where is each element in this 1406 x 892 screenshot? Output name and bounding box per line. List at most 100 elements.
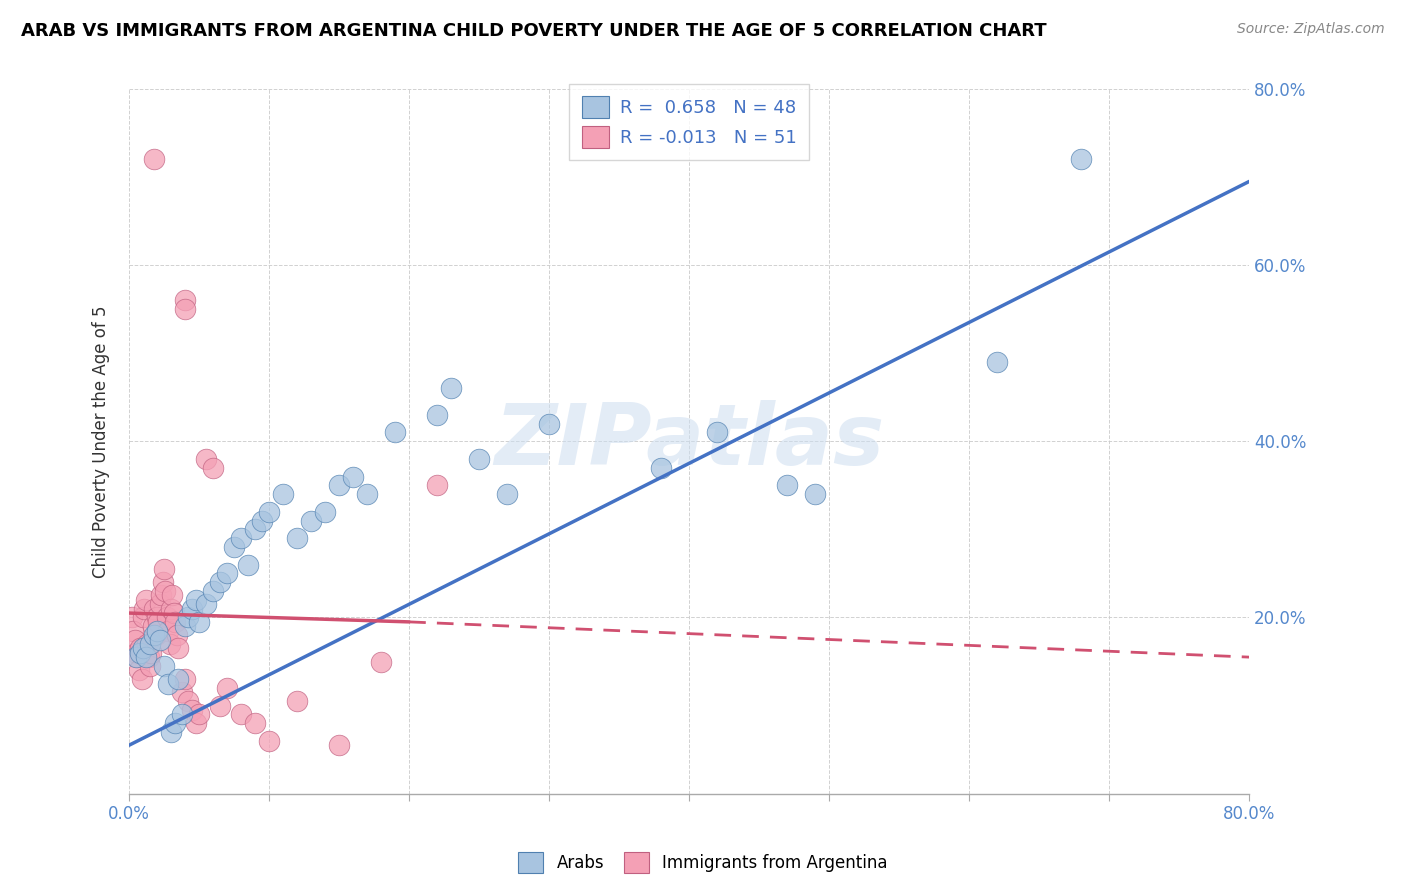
Point bbox=[229, 531, 252, 545]
Point bbox=[243, 522, 266, 536]
Y-axis label: Child Poverty Under the Age of 5: Child Poverty Under the Age of 5 bbox=[93, 305, 110, 577]
Point bbox=[172, 707, 194, 722]
Point bbox=[142, 619, 165, 633]
Point bbox=[314, 505, 336, 519]
Point bbox=[496, 487, 519, 501]
Point bbox=[139, 659, 162, 673]
Point bbox=[159, 637, 181, 651]
Point bbox=[172, 685, 194, 699]
Point bbox=[149, 597, 172, 611]
Point bbox=[125, 650, 148, 665]
Point bbox=[426, 408, 449, 422]
Point bbox=[150, 589, 173, 603]
Point bbox=[370, 655, 392, 669]
Point bbox=[174, 672, 197, 686]
Point bbox=[209, 575, 232, 590]
Point bbox=[132, 641, 155, 656]
Point bbox=[342, 469, 364, 483]
Point bbox=[166, 628, 188, 642]
Point bbox=[160, 725, 183, 739]
Text: Source: ZipAtlas.com: Source: ZipAtlas.com bbox=[1237, 22, 1385, 37]
Point bbox=[165, 716, 187, 731]
Point bbox=[181, 703, 204, 717]
Point bbox=[128, 664, 150, 678]
Point bbox=[174, 302, 197, 317]
Point bbox=[222, 540, 245, 554]
Point bbox=[121, 610, 143, 624]
Point bbox=[257, 734, 280, 748]
Point bbox=[299, 514, 322, 528]
Point bbox=[986, 355, 1008, 369]
Point bbox=[138, 650, 160, 665]
Point bbox=[186, 592, 208, 607]
Point bbox=[202, 460, 225, 475]
Point bbox=[271, 487, 294, 501]
Point bbox=[195, 597, 218, 611]
Point bbox=[160, 601, 183, 615]
Point bbox=[153, 659, 176, 673]
Point bbox=[157, 676, 180, 690]
Point bbox=[1070, 153, 1092, 167]
Point bbox=[356, 487, 378, 501]
Point bbox=[706, 425, 728, 440]
Point bbox=[124, 632, 146, 647]
Text: ARAB VS IMMIGRANTS FROM ARGENTINA CHILD POVERTY UNDER THE AGE OF 5 CORRELATION C: ARAB VS IMMIGRANTS FROM ARGENTINA CHILD … bbox=[21, 22, 1046, 40]
Point bbox=[217, 566, 239, 581]
Point bbox=[132, 610, 155, 624]
Point bbox=[328, 478, 350, 492]
Point bbox=[217, 681, 239, 695]
Point bbox=[209, 698, 232, 713]
Point bbox=[250, 514, 273, 528]
Point bbox=[186, 716, 208, 731]
Point bbox=[167, 672, 190, 686]
Point bbox=[538, 417, 561, 431]
Point bbox=[136, 637, 159, 651]
Point bbox=[177, 610, 200, 624]
Point bbox=[468, 451, 491, 466]
Point bbox=[384, 425, 406, 440]
Point bbox=[125, 646, 148, 660]
Point bbox=[131, 672, 153, 686]
Point bbox=[129, 641, 152, 656]
Point bbox=[177, 694, 200, 708]
Legend: Arabs, Immigrants from Argentina: Arabs, Immigrants from Argentina bbox=[512, 846, 894, 880]
Point bbox=[440, 381, 463, 395]
Point bbox=[156, 610, 179, 624]
Point bbox=[149, 632, 172, 647]
Point bbox=[167, 641, 190, 656]
Point bbox=[257, 505, 280, 519]
Point bbox=[148, 615, 170, 629]
Point bbox=[181, 601, 204, 615]
Point bbox=[153, 562, 176, 576]
Point bbox=[135, 650, 157, 665]
Point bbox=[804, 487, 827, 501]
Point bbox=[162, 589, 184, 603]
Point bbox=[195, 451, 218, 466]
Point bbox=[174, 293, 197, 308]
Point bbox=[202, 584, 225, 599]
Point bbox=[141, 646, 163, 660]
Point bbox=[157, 624, 180, 638]
Point bbox=[285, 531, 308, 545]
Point bbox=[426, 478, 449, 492]
Point bbox=[229, 707, 252, 722]
Point bbox=[139, 637, 162, 651]
Point bbox=[129, 646, 152, 660]
Point bbox=[134, 601, 156, 615]
Point bbox=[146, 624, 169, 638]
Point bbox=[145, 628, 167, 642]
Point bbox=[155, 584, 177, 599]
Point bbox=[188, 615, 211, 629]
Point bbox=[163, 606, 186, 620]
Legend: R =  0.658   N = 48, R = -0.013   N = 51: R = 0.658 N = 48, R = -0.013 N = 51 bbox=[569, 84, 808, 161]
Point bbox=[328, 738, 350, 752]
Point bbox=[165, 615, 187, 629]
Point bbox=[152, 575, 174, 590]
Point bbox=[122, 624, 145, 638]
Point bbox=[146, 610, 169, 624]
Point bbox=[127, 650, 149, 665]
Point bbox=[650, 460, 672, 475]
Point bbox=[776, 478, 799, 492]
Point bbox=[143, 153, 166, 167]
Point bbox=[243, 716, 266, 731]
